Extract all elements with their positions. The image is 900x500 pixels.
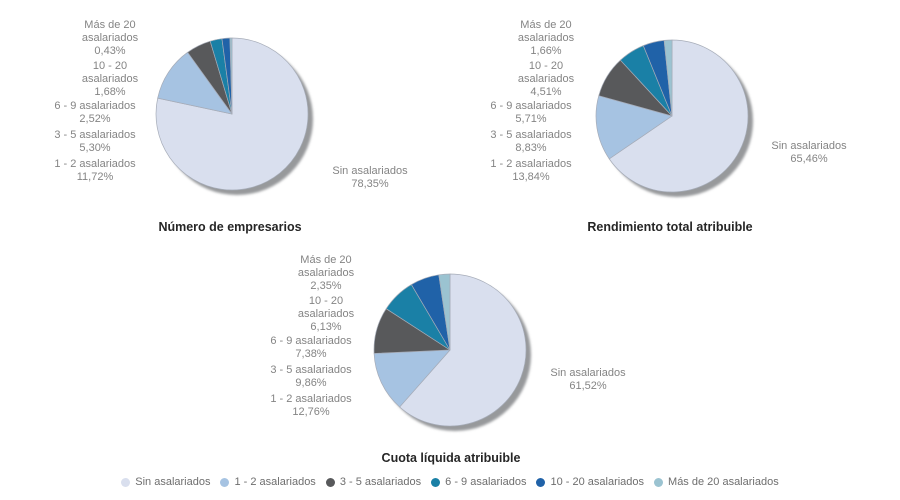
slice-label-line: Más de 20 [300,254,352,266]
legend-dot-icon [654,477,664,487]
slice-label-line: 1,68% [94,86,126,98]
slice-label-3-5-asalariados: 3 - 5 asalariados 8,83% [490,129,571,155]
slice-label-1-2-asalariados: 1 - 2 asalariados 11,72% [54,158,135,184]
slice-label-line: Sin asalariados [771,140,847,152]
slice-label-3-5-asalariados: 3 - 5 asalariados 5,30% [54,129,135,155]
slice-label-line: 7,38% [295,348,327,360]
pie-chart-n-mero-de-empresarios [155,37,313,195]
legend-label: 10 - 20 asalariados [550,476,645,488]
slice-label-3-5-asalariados: 3 - 5 asalariados 9,86% [270,364,351,390]
slice-label-line: 61,52% [569,380,607,392]
slice-label-line: Más de 20 [84,19,136,31]
legend-label: 3 - 5 asalariados [339,476,422,488]
slice-label-10-20-asalariados: 10 - 20 asalariados 4,51% [518,60,574,99]
slice-label-line: 3 - 5 asalariados [270,364,352,376]
slice-label-line: 10 - 20 [92,60,128,72]
slice-label-line: 6,13% [310,321,342,333]
legend-dot-icon [220,477,230,487]
slice-label-line: 65,46% [790,153,828,165]
slice-m-s-de-20-asalariados [663,39,673,117]
slice-label-line: Sin asalariados [332,165,408,177]
legend-label: Sin asalariados [135,476,211,488]
slice-label-line: asalariados [297,308,355,320]
slice-label-line: 1 - 2 asalariados [270,393,352,405]
slice-label-line: asalariados [81,32,139,44]
slice-label-line: asalariados [297,267,355,279]
slice-label-line: 5,71% [515,113,547,125]
slice-label-10-20-asalariados: 10 - 20 asalariados 6,13% [298,295,354,334]
legend-label: 1 - 2 asalariados [234,476,316,488]
slice-label-line: asalariados [517,73,575,85]
slice-label-line: 1 - 2 asalariados [490,158,572,170]
slice-sin-asalariados [399,273,527,427]
legend-item-sin-asalariados: Sin asalariados [121,476,210,488]
slice-label-line: 4,51% [530,86,562,98]
slice-label-line: 2,52% [79,113,111,125]
slice-label-line: 9,86% [295,377,327,389]
slice-label-line: 1,66% [530,45,562,57]
slice-label-sin-asalariados: Sin asalariados 65,46% [771,140,846,166]
slice-label-line: 10 - 20 [308,295,344,307]
legend-dot-icon [121,477,131,487]
slice-label-line: 11,72% [76,171,114,183]
slice-label-sin-asalariados: Sin asalariados 61,52% [550,367,625,393]
slice-label-line: 3 - 5 asalariados [54,129,136,141]
slice-m-s-de-20-asalariados [229,37,233,115]
slice-label-line: 3 - 5 asalariados [490,129,572,141]
chart-title-rendimiento-total-atribuible: Rendimiento total atribuible [587,220,753,234]
slice-label-line: 6 - 9 asalariados [270,335,352,347]
pie-chart-rendimiento-total-atribuible [595,39,753,197]
chart-title-cuota-liquida-atribuible: Cuota líquida atribuible [381,451,521,465]
legend-item-6-9-asalariados: 6 - 9 asalariados [431,476,526,488]
legend-dot-icon [431,477,441,487]
pie-chart-cuota-l-quida-atribuible [373,273,531,431]
legend-label: Más de 20 asalariados [668,476,779,488]
legend-dot-icon [325,477,335,487]
slice-1-2-asalariados [595,95,673,160]
slice-label-6-9-asalariados: 6 - 9 asalariados 5,71% [490,100,571,126]
slice-label-line: 0,43% [94,45,126,57]
slice-1-2-asalariados [373,349,451,408]
slice-label-line: 13,84% [512,171,550,183]
legend: Sin asalariados 1 - 2 asalariados 3 - 5 as… [0,476,900,488]
slice-sin-asalariados [155,37,309,191]
slice-label-6-9-asalariados: 6 - 9 asalariados 7,38% [270,335,351,361]
legend-label: 6 - 9 asalariados [445,476,527,488]
slice-label-10-20-asalariados: 10 - 20 asalariados 1,68% [82,60,138,99]
slice-label-line: asalariados [81,73,139,85]
slice-sin-asalariados [608,39,749,193]
slice-label-m-s-de-20-asalariados: Más de 20 asalariados 0,43% [82,19,138,58]
slice-label-line: Sin asalariados [550,367,626,379]
slice-label-m-s-de-20-asalariados: Más de 20 asalariados 1,66% [518,19,574,58]
slice-label-6-9-asalariados: 6 - 9 asalariados 2,52% [54,100,135,126]
slice-label-line: asalariados [517,32,575,44]
legend-item-1-2-asalariados: 1 - 2 asalariados [220,476,316,488]
slice-m-s-de-20-asalariados [438,273,451,351]
slice-label-line: 6 - 9 asalariados [54,100,136,112]
slice-label-line: 10 - 20 [528,60,564,72]
slice-label-line: 12,76% [292,406,330,418]
slice-label-line: 8,83% [515,142,547,154]
slice-label-1-2-asalariados: 1 - 2 asalariados 13,84% [490,158,571,184]
legend-item-m-s-de-20-asalariados: Más de 20 asalariados [654,476,779,488]
legend-item-3-5-asalariados: 3 - 5 asalariados [325,476,422,488]
legend-item-10-20-asalariados: 10 - 20 asalariados [536,476,644,488]
slice-label-line: 78,35% [351,178,389,190]
slice-label-line: Más de 20 [520,19,572,31]
chart-title-numero-de-empresarios: Número de empresarios [158,220,302,234]
slice-label-m-s-de-20-asalariados: Más de 20 asalariados 2,35% [298,254,354,293]
slice-label-line: 2,35% [310,280,342,292]
legend-dot-icon [536,477,546,487]
slice-label-line: 1 - 2 asalariados [54,158,136,170]
slice-label-line: 5,30% [79,142,111,154]
slice-label-sin-asalariados: Sin asalariados 78,35% [332,165,407,191]
slice-label-1-2-asalariados: 1 - 2 asalariados 12,76% [270,393,351,419]
slice-label-line: 6 - 9 asalariados [490,100,572,112]
